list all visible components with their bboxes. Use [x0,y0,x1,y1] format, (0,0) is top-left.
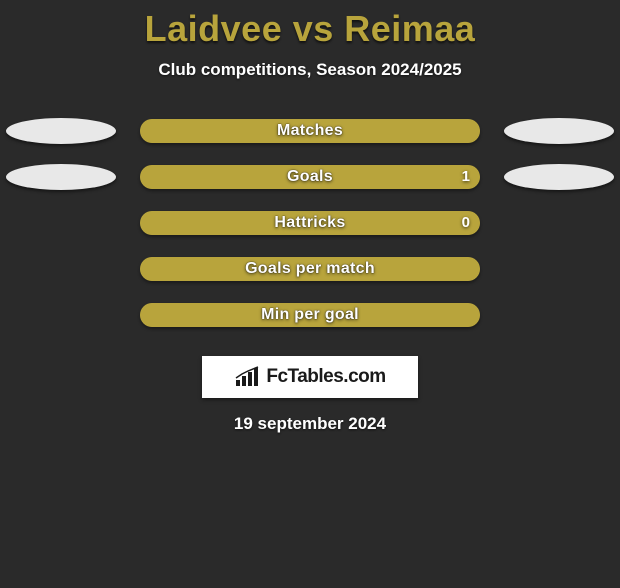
stat-label: Goals per match [140,260,480,278]
stat-bar: Matches [140,119,480,143]
player-ellipse-right [504,164,614,190]
player-ellipse-left [6,118,116,144]
stat-value-right: 0 [462,214,470,231]
stat-bar: Goals1 [140,165,480,189]
stat-row: Min per goal [0,292,620,338]
site-logo: FcTables.com [202,356,418,398]
date-label: 19 september 2024 [0,414,620,434]
stat-row: Hattricks0 [0,200,620,246]
player-ellipse-right [504,118,614,144]
subtitle: Club competitions, Season 2024/2025 [0,60,620,80]
stat-value-right: 1 [462,168,470,185]
stat-bar: Goals per match [140,257,480,281]
stat-bar: Hattricks0 [140,211,480,235]
stat-label: Hattricks [140,214,480,232]
stat-label: Matches [140,122,480,140]
player-ellipse-left [6,164,116,190]
stat-row: Matches [0,108,620,154]
stat-row: Goals1 [0,154,620,200]
page-title: Laidvee vs Reimaa [0,8,620,50]
stat-row: Goals per match [0,246,620,292]
stats-list: Matches Goals1 Hattricks0 Goals per match Mi… [0,108,620,338]
logo-text: FcTables.com [266,366,385,388]
bar-chart-icon [234,366,260,388]
stat-label: Min per goal [140,306,480,324]
stat-label: Goals [140,168,480,186]
stat-bar: Min per goal [140,303,480,327]
